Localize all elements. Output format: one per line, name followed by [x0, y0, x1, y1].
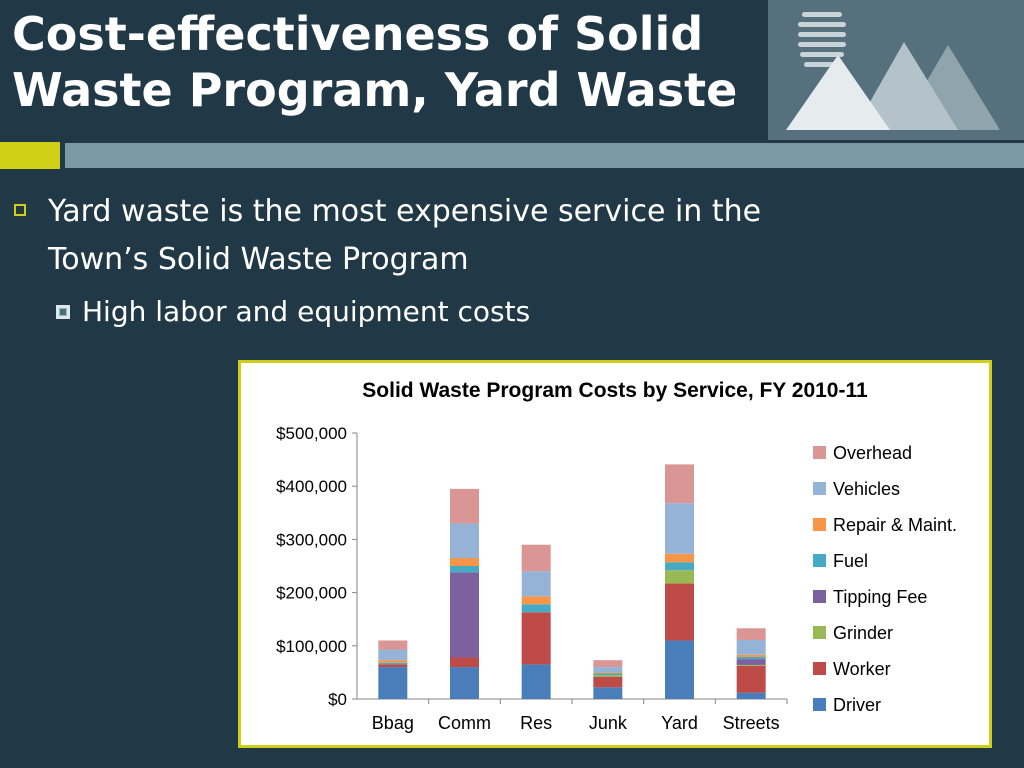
legend-label-grinder: Grinder — [833, 623, 893, 643]
bar-segment-vehicles-bbag — [378, 649, 408, 661]
bar-segment-fuel-streets — [736, 656, 766, 660]
bar-segment-repair-maint--comm — [450, 558, 479, 566]
legend-swatch-vehicles — [813, 482, 826, 495]
bar-segment-overhead-streets — [736, 628, 766, 640]
bar-segment-overhead-bbag — [378, 640, 408, 650]
bar-segment-vehicles-res — [521, 571, 551, 597]
y-tick-label: $500,000 — [276, 424, 347, 443]
bar-segment-grinder-streets — [736, 664, 766, 667]
accent-bar — [0, 142, 60, 169]
y-tick-label: $200,000 — [276, 584, 347, 603]
legend-label-vehicles: Vehicles — [833, 479, 900, 499]
legend-label-fuel: Fuel — [833, 551, 868, 571]
y-tick-label: $400,000 — [276, 477, 347, 496]
bar-segment-worker-yard — [665, 583, 694, 641]
filled-square-bullet-icon — [56, 305, 70, 319]
bar-segment-driver-yard — [665, 640, 694, 699]
bar-segment-tipping-fee-streets — [736, 659, 766, 665]
bar-segment-grinder-junk — [593, 675, 623, 677]
bar-segment-overhead-comm — [450, 488, 479, 524]
legend-swatch-fuel — [813, 554, 826, 567]
bar-segment-driver-junk — [593, 687, 623, 699]
bar-segment-repair-maint--streets — [736, 654, 766, 657]
bar-segment-repair-maint--yard — [665, 553, 694, 563]
y-tick-label: $300,000 — [276, 530, 347, 549]
bar-segment-driver-streets — [736, 692, 766, 699]
y-tick-label: $100,000 — [276, 637, 347, 656]
bar-segment-worker-res — [521, 612, 551, 665]
bar-segment-repair-maint--bbag — [378, 660, 408, 663]
x-tick-label-streets: Streets — [723, 713, 780, 733]
bullet-main-text: Yard waste is the most expensive service… — [48, 194, 762, 277]
bar-segment-repair-maint--res — [521, 596, 551, 605]
legend-label-repair-maint-: Repair & Maint. — [833, 515, 957, 535]
bar-segment-worker-junk — [593, 676, 623, 688]
bullet-sub-text: High labor and equipment costs — [82, 295, 531, 328]
bar-segment-vehicles-junk — [593, 667, 623, 673]
slide-title: Cost-effectiveness of Solid Waste Progra… — [12, 7, 738, 117]
legend-swatch-tipping-fee — [813, 590, 826, 603]
logo-panel — [768, 0, 1024, 140]
stacked-bar-chart: $0 $100,000 $200,000 $300,000 $400,000 $500,0… — [276, 424, 957, 733]
bar-segment-repair-maint--junk — [593, 672, 623, 674]
y-tick-label: $0 — [328, 690, 347, 709]
x-tick-label-junk: Junk — [589, 713, 628, 733]
legend-label-driver: Driver — [833, 695, 881, 715]
bar-segment-driver-comm — [450, 667, 479, 699]
x-tick-label-yard: Yard — [661, 713, 698, 733]
x-tick-label-bbag: Bbag — [372, 713, 414, 733]
x-tick-label-comm: Comm — [438, 713, 491, 733]
header-strip — [65, 143, 1024, 168]
bullet-sub: High labor and equipment costs — [56, 292, 756, 332]
bar-segment-tipping-fee-comm — [450, 572, 479, 658]
x-tick-label-res: Res — [520, 713, 552, 733]
bar-segment-overhead-res — [521, 544, 551, 572]
bar-segment-fuel-bbag — [378, 662, 408, 665]
legend-label-worker: Worker — [833, 659, 891, 679]
legend-swatch-overhead — [813, 446, 826, 459]
legend-label-overhead: Overhead — [833, 443, 912, 463]
bar-segment-worker-streets — [736, 666, 766, 693]
chart-title: Solid Waste Program Costs by Service, FY… — [362, 379, 868, 402]
bar-segment-worker-comm — [450, 657, 479, 668]
title-background — [0, 0, 766, 140]
bar-segment-overhead-junk — [593, 660, 623, 668]
bar-segment-driver-bbag — [378, 667, 408, 699]
legend-swatch-grinder — [813, 626, 826, 639]
chart-container: Solid Waste Program Costs by Service, FY… — [238, 360, 992, 748]
bar-segment-fuel-comm — [450, 566, 479, 573]
bar-segment-grinder-yard — [665, 570, 694, 584]
legend-swatch-driver — [813, 698, 826, 711]
bar-segment-vehicles-yard — [665, 503, 694, 554]
hollow-square-bullet-icon — [14, 204, 26, 216]
bar-segment-vehicles-streets — [736, 639, 766, 655]
bar-segment-overhead-yard — [665, 464, 694, 504]
bar-segment-vehicles-comm — [450, 523, 479, 559]
legend-label-tipping-fee: Tipping Fee — [833, 587, 927, 607]
bar-segment-driver-res — [521, 664, 551, 699]
legend-swatch-worker — [813, 662, 826, 675]
bullet-main: Yard waste is the most expensive service… — [14, 188, 834, 284]
mountain-logo-icon — [786, 12, 1000, 130]
bar-segment-worker-bbag — [378, 664, 408, 668]
bar-segment-fuel-yard — [665, 562, 694, 571]
bar-segment-fuel-junk — [593, 673, 623, 676]
legend-swatch-repair-maint- — [813, 518, 826, 531]
bar-segment-fuel-res — [521, 604, 551, 613]
